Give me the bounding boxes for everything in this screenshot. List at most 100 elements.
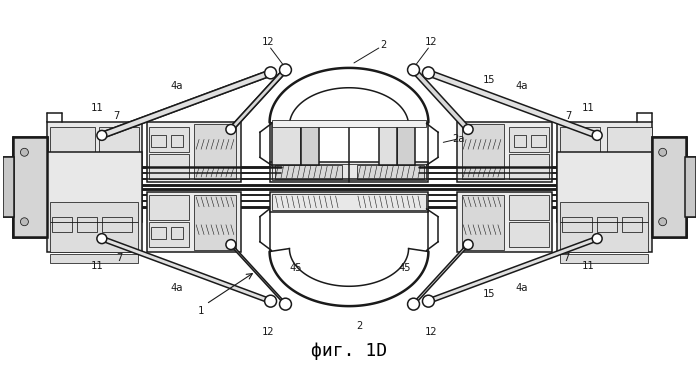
Polygon shape bbox=[427, 236, 598, 304]
Circle shape bbox=[265, 295, 277, 307]
Circle shape bbox=[592, 234, 602, 244]
Bar bbox=[509, 222, 549, 247]
Bar bbox=[561, 253, 648, 264]
Bar bbox=[147, 192, 241, 251]
Bar bbox=[514, 135, 526, 147]
Bar bbox=[607, 170, 642, 195]
Circle shape bbox=[226, 124, 236, 135]
Bar bbox=[561, 222, 648, 251]
Text: 11: 11 bbox=[91, 103, 103, 113]
Circle shape bbox=[408, 64, 419, 76]
Text: фиг. 1D: фиг. 1D bbox=[311, 342, 387, 360]
Bar bbox=[150, 195, 189, 220]
Bar bbox=[152, 135, 166, 147]
Bar bbox=[561, 199, 648, 219]
Bar bbox=[50, 155, 138, 165]
Circle shape bbox=[20, 148, 29, 156]
Bar bbox=[50, 222, 138, 251]
Bar bbox=[171, 227, 183, 239]
Bar bbox=[13, 137, 48, 237]
Bar bbox=[50, 167, 138, 197]
Circle shape bbox=[408, 298, 419, 310]
Bar bbox=[684, 157, 696, 217]
Text: 11: 11 bbox=[91, 261, 103, 271]
Polygon shape bbox=[230, 67, 287, 132]
Circle shape bbox=[422, 295, 434, 307]
Bar bbox=[561, 155, 648, 165]
Text: 4a: 4a bbox=[170, 81, 182, 91]
Polygon shape bbox=[230, 242, 287, 307]
Circle shape bbox=[280, 64, 291, 76]
Bar bbox=[92, 170, 131, 195]
Bar bbox=[457, 123, 552, 182]
Bar bbox=[13, 222, 48, 237]
Bar bbox=[272, 164, 426, 180]
Bar bbox=[150, 222, 189, 247]
Bar bbox=[563, 202, 592, 217]
Text: 4a: 4a bbox=[170, 283, 182, 293]
Bar bbox=[150, 154, 189, 179]
Polygon shape bbox=[427, 70, 598, 138]
Polygon shape bbox=[412, 67, 469, 132]
Bar bbox=[561, 202, 648, 222]
Text: 11: 11 bbox=[582, 103, 594, 113]
Bar bbox=[597, 202, 617, 217]
Bar bbox=[558, 123, 651, 222]
Text: 1: 1 bbox=[198, 306, 204, 316]
Text: 7: 7 bbox=[114, 110, 120, 121]
Bar bbox=[102, 202, 131, 217]
Bar bbox=[50, 202, 138, 222]
Bar bbox=[150, 127, 189, 152]
Bar bbox=[651, 137, 686, 237]
Bar bbox=[3, 157, 15, 217]
Bar bbox=[102, 217, 131, 232]
Circle shape bbox=[226, 240, 236, 250]
Bar bbox=[152, 227, 166, 239]
Text: 2a: 2a bbox=[452, 134, 464, 144]
Bar bbox=[99, 127, 138, 152]
Bar bbox=[270, 162, 428, 182]
Bar bbox=[509, 195, 549, 220]
Bar bbox=[77, 217, 97, 232]
Bar bbox=[462, 195, 504, 250]
Bar bbox=[77, 202, 97, 217]
Bar bbox=[563, 217, 592, 232]
Bar bbox=[301, 124, 319, 165]
Text: 11: 11 bbox=[582, 261, 594, 271]
Text: 45: 45 bbox=[289, 264, 302, 273]
Bar bbox=[3, 157, 15, 217]
Text: 15: 15 bbox=[483, 289, 495, 299]
Bar bbox=[270, 192, 428, 212]
Bar bbox=[13, 137, 48, 152]
Text: 12: 12 bbox=[425, 327, 438, 337]
Bar bbox=[563, 170, 602, 195]
Polygon shape bbox=[101, 236, 272, 304]
Bar bbox=[50, 199, 138, 219]
Bar bbox=[171, 135, 183, 147]
Bar bbox=[622, 202, 642, 217]
Bar bbox=[357, 165, 424, 179]
Bar bbox=[275, 165, 342, 179]
Bar bbox=[558, 152, 651, 251]
Circle shape bbox=[463, 240, 473, 250]
Bar bbox=[651, 137, 686, 152]
Polygon shape bbox=[101, 70, 272, 138]
Bar bbox=[651, 137, 686, 237]
Bar bbox=[52, 170, 87, 195]
Text: 12: 12 bbox=[261, 37, 274, 47]
Bar bbox=[272, 124, 301, 165]
Bar bbox=[147, 123, 241, 182]
Bar bbox=[561, 127, 600, 152]
Text: 7: 7 bbox=[563, 253, 570, 264]
Text: 12: 12 bbox=[261, 327, 274, 337]
Bar bbox=[52, 217, 72, 232]
Text: 2: 2 bbox=[356, 321, 362, 331]
Bar bbox=[48, 123, 141, 222]
Bar bbox=[531, 135, 545, 147]
Circle shape bbox=[658, 218, 667, 226]
Bar bbox=[13, 137, 48, 237]
Polygon shape bbox=[412, 242, 469, 307]
Bar bbox=[50, 253, 138, 264]
Bar bbox=[607, 127, 651, 152]
Bar bbox=[651, 222, 686, 237]
